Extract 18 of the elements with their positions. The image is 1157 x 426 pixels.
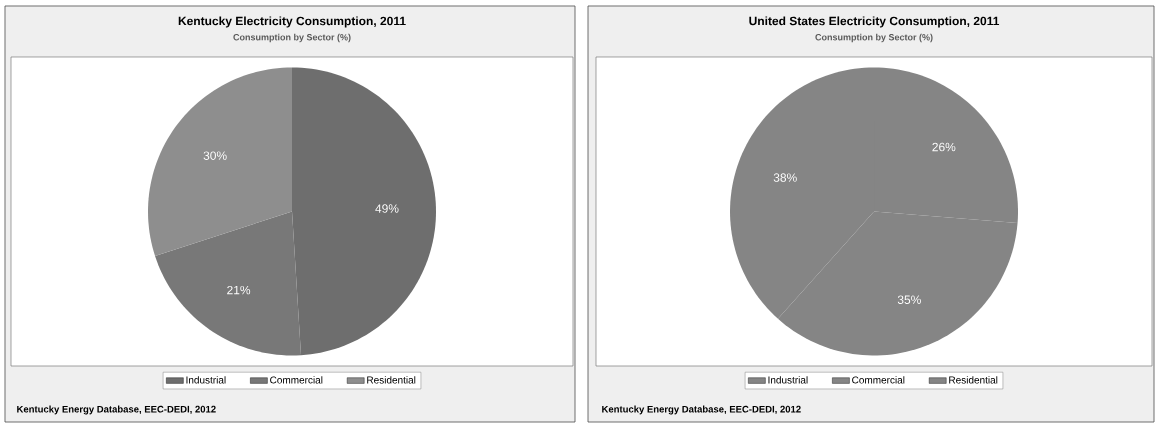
legend-label: Residential <box>949 376 998 384</box>
chart-title: Kentucky Electricity Consumption, 2011 <box>178 16 406 28</box>
text: Kentucky Energy Database, EEC-DEDI, 2012 <box>602 405 801 415</box>
chart-subtitle: Consumption by Sector (%) <box>233 33 351 43</box>
data-label: 35% <box>897 295 921 304</box>
data-label: 21% <box>227 285 251 295</box>
data-label: 26% <box>932 142 956 152</box>
data-label: 30% <box>203 151 227 160</box>
data-label: 49% <box>375 204 399 213</box>
data-label: 38% <box>773 173 797 182</box>
legend-label: Residential <box>367 376 416 384</box>
text: Kentucky Energy Database, EEC-DEDI, 2012 <box>17 405 216 415</box>
chart-title: United States Electricity Consumption, 2011 <box>749 16 1000 28</box>
legend-label: Commercial <box>852 376 905 384</box>
legend-label: Industrial <box>186 376 226 384</box>
legend-label: Commercial <box>270 376 323 384</box>
legend-label: Industrial <box>768 376 808 384</box>
chart-subtitle: Consumption by Sector (%) <box>815 33 933 43</box>
